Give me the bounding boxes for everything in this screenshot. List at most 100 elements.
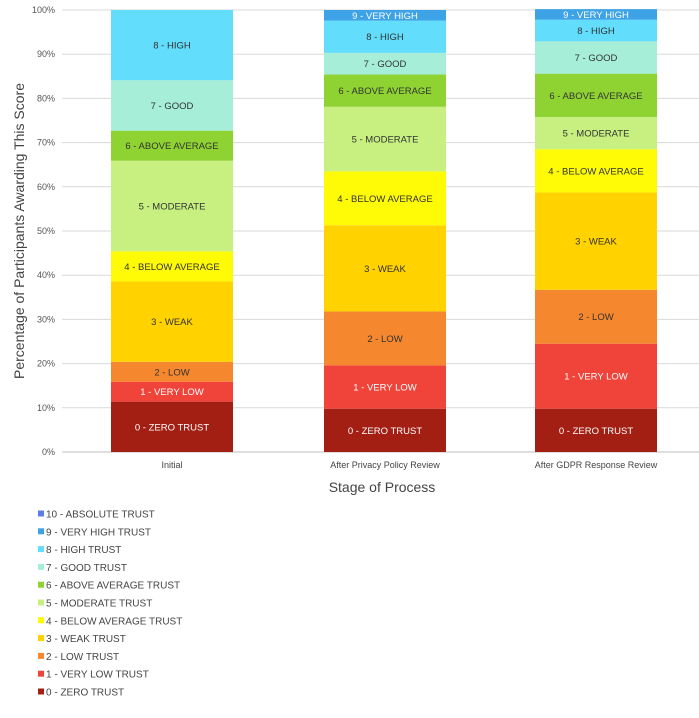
- segment-label: 0 - ZERO TRUST: [135, 422, 209, 433]
- bar-segment: [324, 74, 446, 107]
- legend-label: 3 - WEAK TRUST: [46, 634, 126, 645]
- segment-label: 1 - VERY LOW: [353, 383, 417, 394]
- bar-segment: [535, 19, 657, 42]
- segment-label: 0 - ZERO TRUST: [559, 426, 633, 437]
- segment-label: 7 - GOOD: [575, 53, 618, 64]
- bar-segment: [111, 80, 233, 131]
- bar-stack-after-gdpr-response-review: 0 - ZERO TRUST 1 - VERY LOW 2 - LOW 3 - WEA…: [535, 9, 657, 452]
- bar-segment: [324, 52, 446, 75]
- segment-label: 3 - WEAK: [151, 317, 193, 328]
- legend-swatch: [38, 670, 44, 677]
- y-axis-ticks: 0% 10% 20% 30% 40% 50% 60% 70% 80% 90% 100%: [32, 5, 55, 457]
- segment-label: 6 - ABOVE AVERAGE: [549, 91, 642, 102]
- x-axis-categories: Initial After Privacy Policy Review After …: [161, 460, 657, 470]
- bar-segment: [324, 225, 446, 312]
- legend-label: 4 - BELOW AVERAGE TRUST: [46, 616, 182, 627]
- segment-label: 4 - BELOW AVERAGE: [548, 166, 643, 177]
- legend-swatch: [38, 635, 44, 642]
- legend-item-10-absolute-trust: 10 - ABSOLUTE TRUST: [38, 510, 155, 521]
- segment-label: 2 - LOW: [154, 367, 189, 378]
- bar-segment: [324, 10, 446, 21]
- bar-segment: [324, 408, 446, 452]
- bar-segment: [324, 365, 446, 409]
- legend-item-9-very-high-trust: 9 - VERY HIGH TRUST: [38, 527, 151, 538]
- legend-swatch: [38, 546, 44, 553]
- legend-swatch: [38, 528, 44, 535]
- segment-label: 7 - GOOD: [364, 59, 407, 70]
- bar-stack-after-privacy-policy-review: 0 - ZERO TRUST 1 - VERY LOW 2 - LOW 3 - WEA…: [324, 10, 446, 452]
- bar-segment: [111, 361, 233, 382]
- segment-label: 9 - VERY HIGH: [352, 11, 418, 22]
- legend-label: 0 - ZERO TRUST: [46, 688, 124, 699]
- segment-label: 8 - HIGH: [577, 26, 615, 37]
- bar-segment: [535, 408, 657, 452]
- y-tick-label: 50%: [37, 226, 55, 236]
- legend-label: 2 - LOW TRUST: [46, 652, 119, 663]
- segment-label: 0 - ZERO TRUST: [348, 426, 422, 437]
- bar-segment: [324, 311, 446, 366]
- legend-item-6-above-average-trust: 6 - ABOVE AVERAGE TRUST: [38, 581, 180, 592]
- segment-label: 1 - VERY LOW: [564, 372, 628, 383]
- legend-item-7-good-trust: 7 - GOOD TRUST: [38, 563, 127, 574]
- legend: 10 - ABSOLUTE TRUST 9 - VERY HIGH TRUST 8 …: [38, 510, 182, 699]
- segment-label: 6 - ABOVE AVERAGE: [125, 141, 218, 152]
- segment-label: 4 - BELOW AVERAGE: [337, 194, 432, 205]
- bar-segment: [111, 281, 233, 362]
- bar-segment: [324, 171, 446, 226]
- bar-segment: [535, 289, 657, 344]
- bar-segment: [324, 20, 446, 53]
- legend-item-5-moderate-trust: 5 - MODERATE TRUST: [38, 599, 152, 610]
- bar-segment: [535, 9, 657, 20]
- bar-segment: [535, 149, 657, 193]
- x-category-label: Initial: [161, 460, 182, 470]
- legend-label: 7 - GOOD TRUST: [46, 563, 127, 574]
- bar-stack-initial: 0 - ZERO TRUST 1 - VERY LOW 2 - LOW 3 - WEA…: [111, 10, 233, 452]
- legend-swatch: [38, 652, 44, 659]
- y-tick-label: 30%: [37, 314, 55, 324]
- legend-label: 10 - ABSOLUTE TRUST: [46, 510, 155, 521]
- y-tick-label: 90%: [37, 49, 55, 59]
- segment-label: 8 - HIGH: [366, 32, 404, 43]
- y-tick-label: 80%: [37, 93, 55, 103]
- bar-segment: [111, 130, 233, 161]
- bars: 0 - ZERO TRUST 1 - VERY LOW 2 - LOW 3 - WEA…: [111, 9, 657, 452]
- bar-segment: [535, 73, 657, 117]
- x-category-label: After Privacy Policy Review: [330, 460, 440, 470]
- bar-segment: [535, 343, 657, 409]
- legend-item-1-very-low-trust: 1 - VERY LOW TRUST: [38, 670, 149, 681]
- bar-segment: [535, 192, 657, 290]
- y-tick-label: 0%: [42, 447, 55, 457]
- segment-label: 1 - VERY LOW: [140, 387, 204, 398]
- bar-segment: [535, 116, 657, 150]
- y-tick-label: 60%: [37, 182, 55, 192]
- bar-segment: [111, 10, 233, 81]
- segment-label: 5 - MODERATE: [563, 129, 630, 140]
- segment-label: 9 - VERY HIGH: [563, 10, 629, 21]
- legend-swatch: [38, 581, 44, 588]
- segment-label: 4 - BELOW AVERAGE: [124, 262, 219, 273]
- segment-label: 6 - ABOVE AVERAGE: [338, 86, 431, 97]
- y-tick-label: 100%: [32, 5, 55, 15]
- bar-segment: [111, 160, 233, 252]
- legend-label: 1 - VERY LOW TRUST: [46, 670, 149, 681]
- legend-swatch: [38, 688, 44, 695]
- segment-label: 7 - GOOD: [151, 101, 194, 112]
- segment-label: 5 - MODERATE: [139, 202, 206, 213]
- y-axis-title: Percentage of Participants Awarding This…: [11, 83, 27, 379]
- legend-swatch: [38, 563, 44, 570]
- legend-item-3-weak-trust: 3 - WEAK TRUST: [38, 634, 126, 645]
- legend-item-2-low-trust: 2 - LOW TRUST: [38, 652, 119, 663]
- legend-item-0-zero-trust: 0 - ZERO TRUST: [38, 688, 124, 699]
- bar-segment: [324, 106, 446, 172]
- bar-segment: [111, 401, 233, 452]
- legend-item-8-high-trust: 8 - HIGH TRUST: [38, 545, 121, 556]
- legend-swatch: [38, 510, 44, 517]
- x-category-label: After GDPR Response Review: [535, 460, 658, 470]
- bar-segment: [111, 251, 233, 282]
- y-tick-label: 70%: [37, 138, 55, 148]
- legend-swatch: [38, 617, 44, 624]
- segment-label: 2 - LOW: [578, 312, 613, 323]
- y-tick-label: 10%: [37, 403, 55, 413]
- bar-segment: [111, 381, 233, 402]
